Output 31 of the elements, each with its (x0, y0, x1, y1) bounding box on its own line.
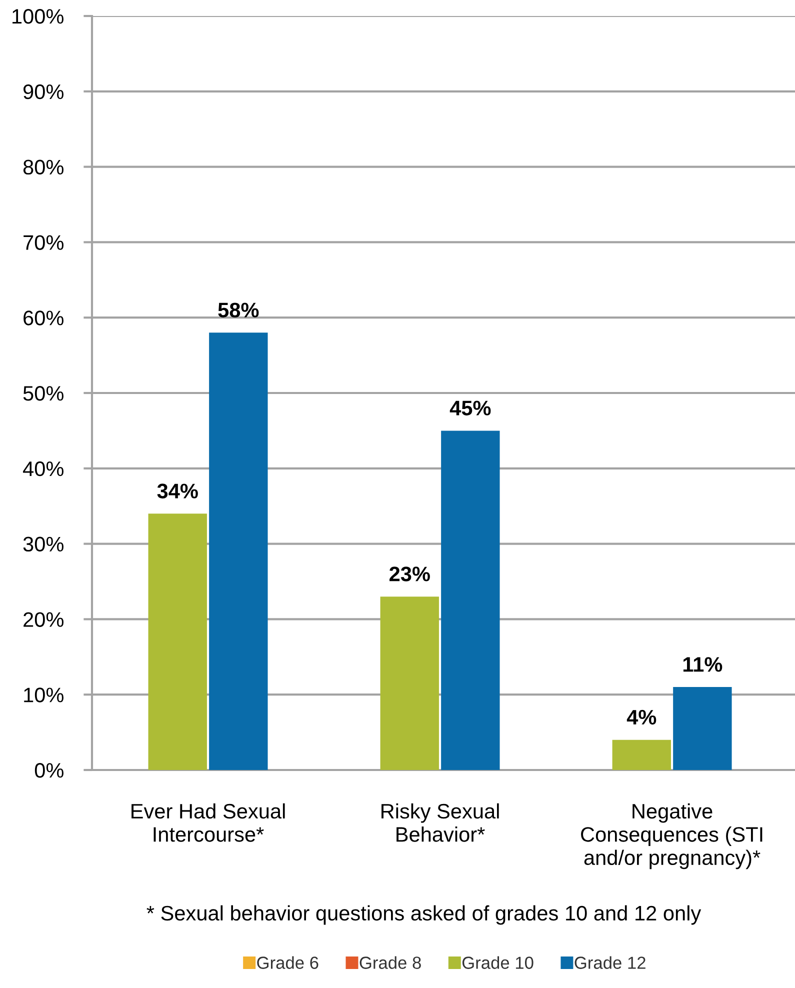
y-tick-label: 20% (24, 612, 64, 627)
legend-label: Grade 6 (257, 956, 318, 969)
y-tick-label: 40% (23, 461, 64, 476)
bar (209, 332, 268, 770)
bar (673, 687, 732, 770)
legend-label: Grade 8 (360, 956, 421, 969)
y-tick-label: 30% (23, 536, 64, 552)
data-label: 23% (390, 566, 430, 582)
text: * Sexual behavior questions asked of grades 10 and 12 only (146, 905, 702, 925)
data-label: 4% (626, 710, 656, 725)
y-tick-label: 80% (23, 160, 64, 175)
data-label: 34% (157, 484, 198, 498)
data-label: 11% (683, 657, 722, 672)
x-tick-label: Ever Had Sexual Intercourse* (132, 803, 285, 842)
y-tick-label: 0% (34, 763, 64, 778)
legend-label: Grade 10 (462, 956, 534, 969)
bar (612, 740, 671, 770)
bar (148, 514, 207, 770)
bar (380, 596, 439, 770)
y-tick-label: 90% (24, 84, 64, 100)
legend-label: Grade 12 (574, 956, 646, 969)
bar (441, 430, 500, 770)
data-label: 58% (218, 302, 259, 318)
y-tick-label: 100% (12, 9, 64, 24)
y-tick-label: 50% (23, 386, 64, 401)
y-tick-label: 70% (24, 235, 64, 250)
data-label: 45% (450, 400, 491, 416)
x-tick-label: Negative Consequences (STI and/or pregnancy)* (581, 803, 762, 870)
y-tick-label: 10% (24, 688, 64, 702)
y-tick-label: 60% (24, 310, 64, 326)
x-tick-label: Risky Sexual Behavior* (382, 803, 499, 842)
